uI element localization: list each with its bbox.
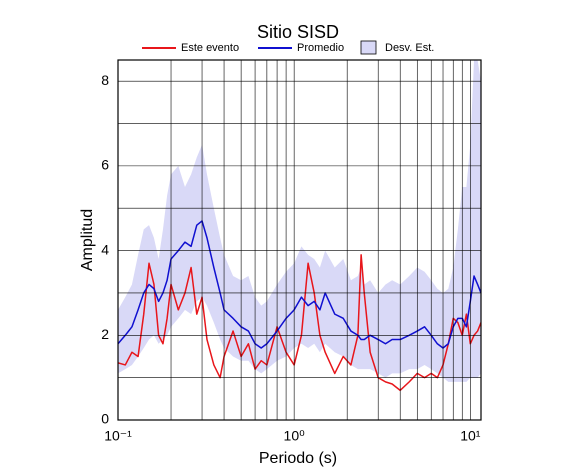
y-axis-title: Amplitud (79, 209, 96, 271)
y-tick-label: 2 (101, 326, 109, 342)
y-tick-label: 6 (101, 157, 109, 173)
x-tick-label: 10¹ (460, 428, 481, 444)
legend-label: Desv. Est. (385, 42, 434, 54)
x-axis-title: Periodo (s) (259, 450, 337, 467)
legend-swatch (360, 40, 377, 55)
chart-title: Sitio SISD (257, 22, 339, 42)
y-tick-label: 0 (101, 411, 109, 427)
plot-frame (117, 59, 482, 421)
x-tick-label: 10⁻¹ (104, 428, 132, 444)
series-line (118, 254, 481, 392)
series-layer (118, 60, 481, 392)
legend-label: Promedio (297, 42, 344, 54)
series-line (118, 220, 481, 349)
std-band (118, 60, 481, 382)
legend-label: Este evento (181, 42, 239, 54)
y-tick-label: 8 (101, 72, 109, 88)
x-tick-label: 10⁰ (284, 428, 306, 444)
y-tick-label: 4 (101, 241, 109, 257)
